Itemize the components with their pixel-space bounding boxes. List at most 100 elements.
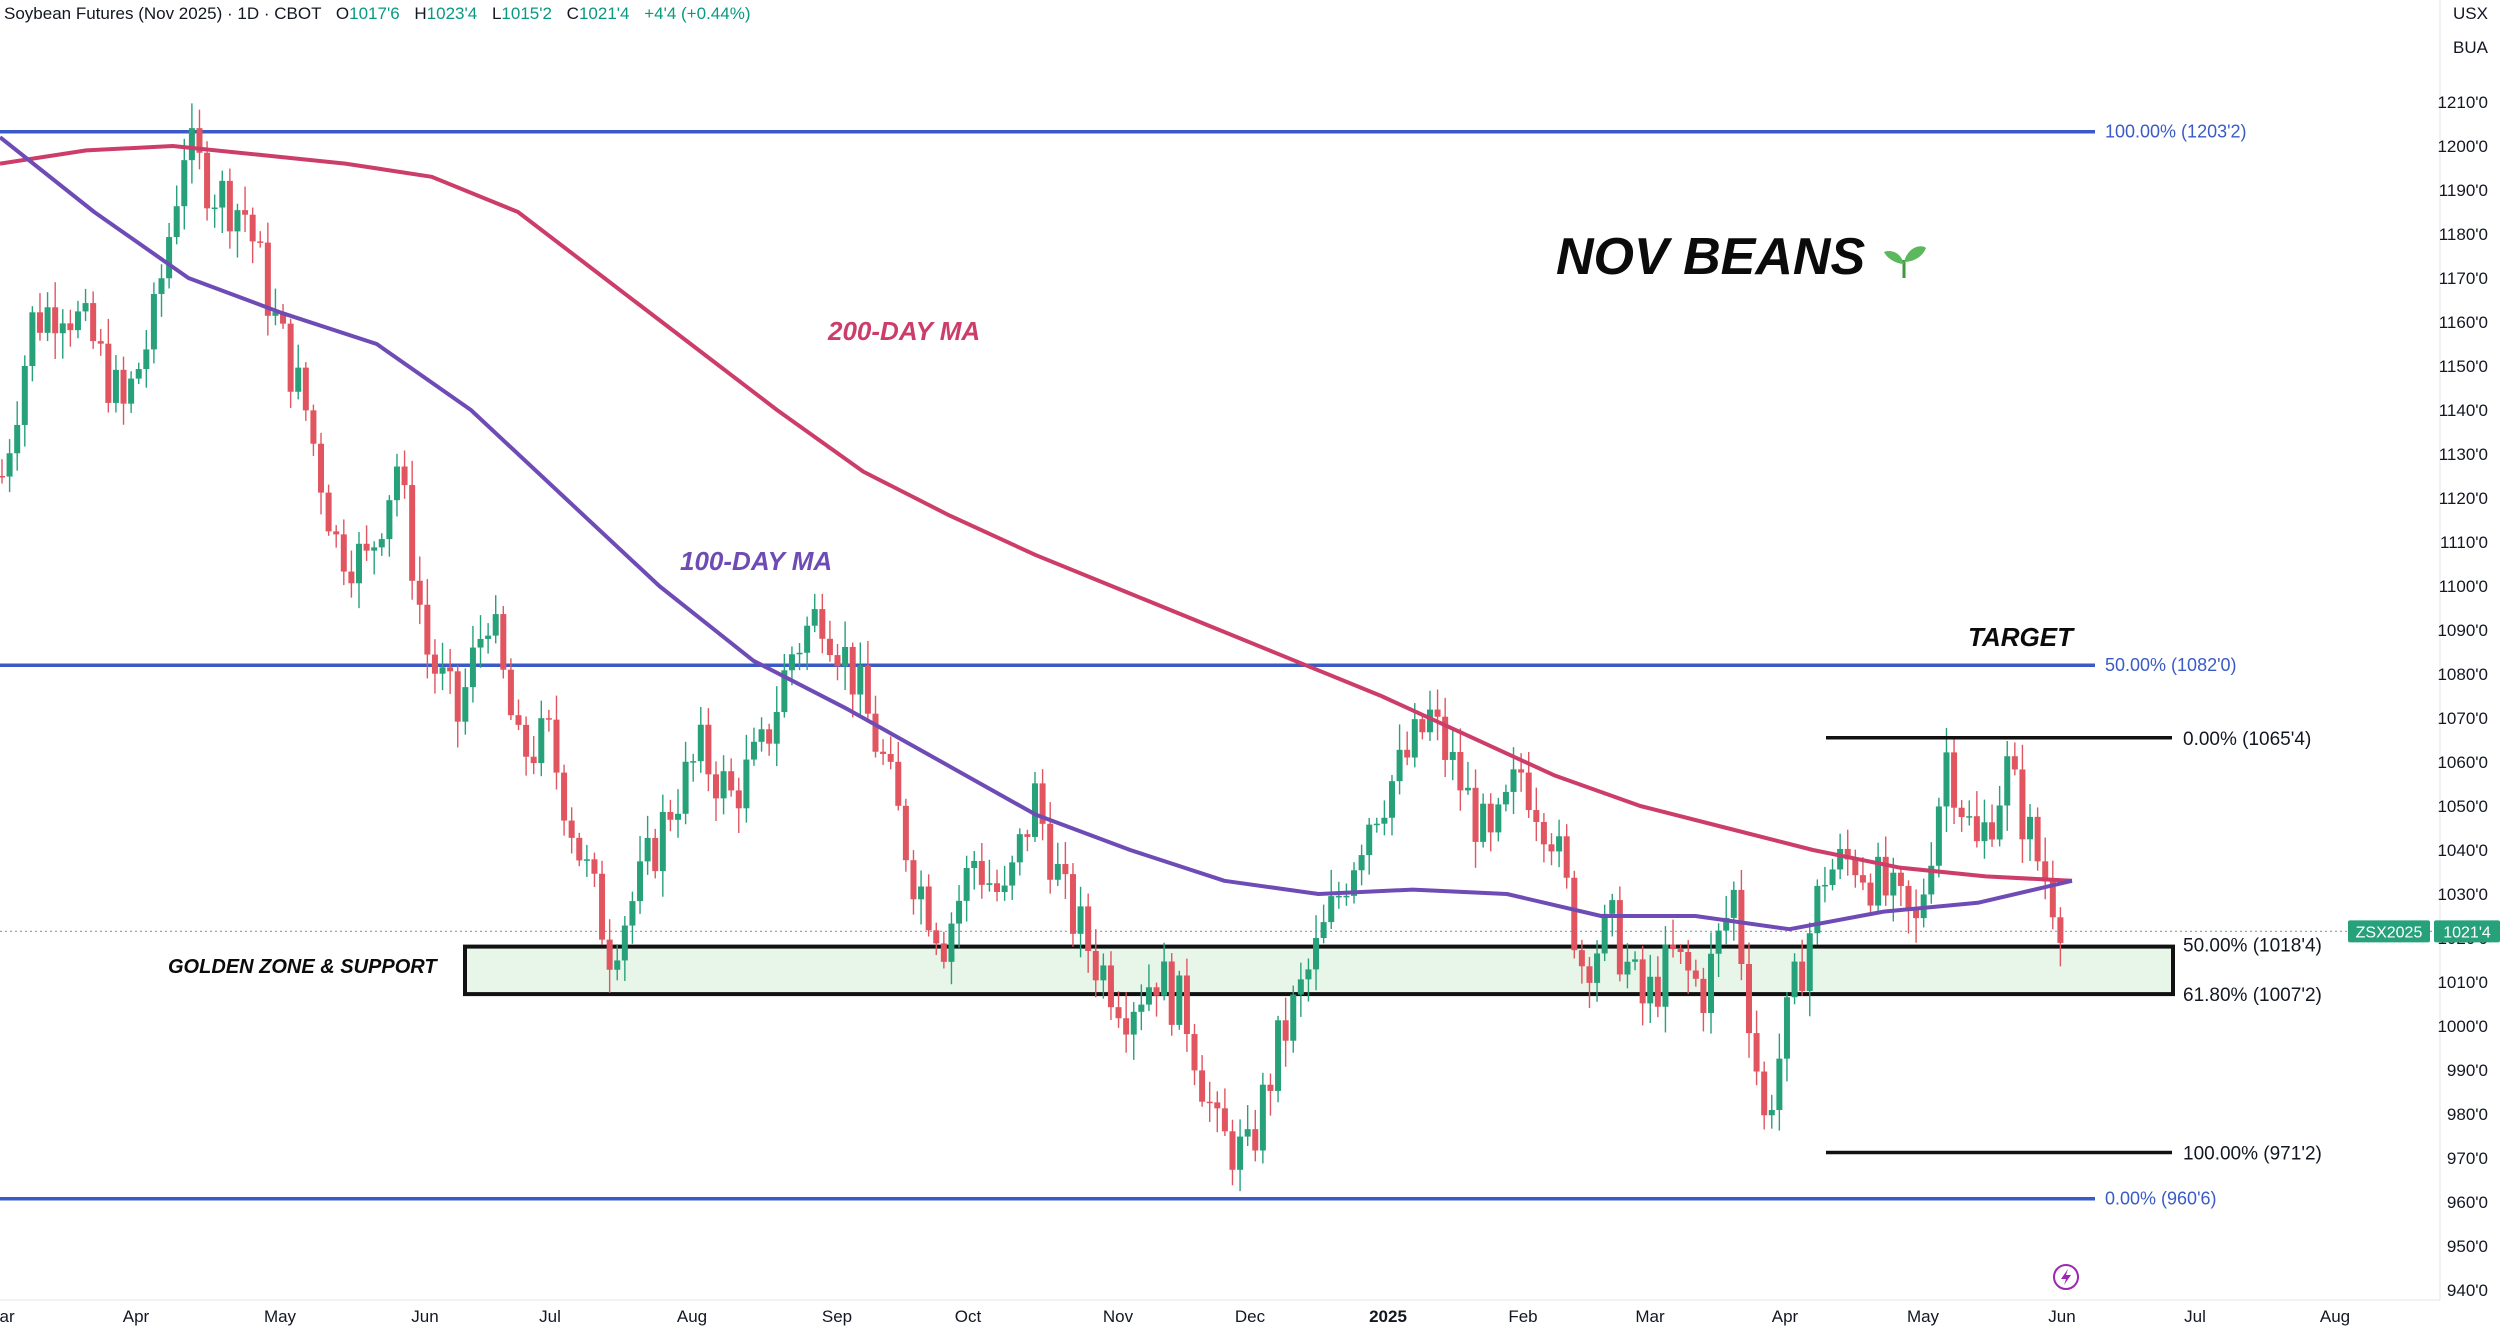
candle[interactable] <box>1935 797 1942 878</box>
time-axis-tick[interactable]: Feb <box>1508 1307 1537 1326</box>
price-axis-tick[interactable]: 1120'0 <box>2439 489 2488 508</box>
candle[interactable] <box>1951 738 1958 825</box>
candle[interactable] <box>1791 953 1798 1005</box>
candle[interactable] <box>112 355 119 413</box>
candle[interactable] <box>1404 731 1411 766</box>
candle[interactable] <box>1275 1015 1282 1103</box>
candle[interactable] <box>143 330 150 388</box>
candle[interactable] <box>1571 870 1578 959</box>
candle[interactable] <box>591 852 598 888</box>
ma100-line[interactable] <box>0 135 2073 932</box>
candle[interactable] <box>386 495 393 557</box>
time-axis-tick[interactable]: Apr <box>1772 1307 1799 1326</box>
ma200-line[interactable] <box>0 144 2073 883</box>
candle[interactable] <box>1875 842 1882 914</box>
candle[interactable] <box>1852 849 1859 888</box>
candle[interactable] <box>52 282 59 359</box>
candle[interactable] <box>2027 804 2034 861</box>
time-axis-tick[interactable]: Jun <box>2048 1307 2075 1326</box>
candle[interactable] <box>2049 860 2056 930</box>
candle[interactable] <box>1206 1081 1213 1123</box>
price-axis-tick[interactable]: 1200'0 <box>2437 137 2488 156</box>
candle[interactable] <box>1062 842 1069 899</box>
candle[interactable] <box>507 658 514 721</box>
candle[interactable] <box>1267 1073 1274 1116</box>
candle[interactable] <box>1905 880 1912 934</box>
candle[interactable] <box>1358 844 1365 886</box>
candle[interactable] <box>1897 865 1904 907</box>
candle[interactable] <box>1244 1105 1251 1147</box>
candle[interactable] <box>1670 919 1677 958</box>
candle[interactable] <box>1176 970 1183 1030</box>
candle[interactable] <box>14 401 21 471</box>
candle[interactable] <box>363 525 370 561</box>
candle[interactable] <box>963 855 970 922</box>
candle[interactable] <box>1077 886 1084 958</box>
price-axis-tick[interactable]: 1100'0 <box>2439 577 2488 596</box>
price-axis-tick[interactable]: 990'0 <box>2447 1061 2488 1080</box>
candle[interactable] <box>2042 837 2049 900</box>
price-axis-tick[interactable]: 1050'0 <box>2437 797 2488 816</box>
candle[interactable] <box>166 222 173 289</box>
candle[interactable] <box>401 450 408 499</box>
candle[interactable] <box>1297 962 1304 1017</box>
candle[interactable] <box>910 850 917 915</box>
candle[interactable] <box>819 593 826 654</box>
candle[interactable] <box>1601 904 1608 962</box>
candle[interactable] <box>295 344 302 400</box>
price-badge[interactable]: 1021'4 <box>2443 924 2491 941</box>
candle[interactable] <box>1958 800 1965 832</box>
candle[interactable] <box>1761 1061 1768 1130</box>
candle[interactable] <box>59 309 66 359</box>
price-axis-tick[interactable]: 1090'0 <box>2437 621 2488 640</box>
candle[interactable] <box>492 595 499 644</box>
candle[interactable] <box>226 168 233 249</box>
candle[interactable] <box>978 843 985 899</box>
candle[interactable] <box>439 642 446 691</box>
candle[interactable] <box>234 203 241 258</box>
candle[interactable] <box>1715 923 1722 977</box>
candle[interactable] <box>538 700 545 777</box>
candle[interactable] <box>1434 689 1441 741</box>
candle[interactable] <box>416 556 423 625</box>
candle[interactable] <box>842 621 849 690</box>
candle[interactable] <box>1214 1091 1221 1133</box>
unit-label[interactable]: BUA <box>2453 38 2488 57</box>
candle[interactable] <box>766 723 773 756</box>
candle[interactable] <box>523 716 530 776</box>
candle[interactable] <box>1252 1109 1259 1162</box>
candle[interactable] <box>1100 953 1107 999</box>
candle[interactable] <box>1320 904 1327 944</box>
candle[interactable] <box>1442 697 1449 778</box>
candle[interactable] <box>150 282 157 364</box>
candle[interactable] <box>1032 771 1038 842</box>
candle[interactable] <box>1183 958 1190 1052</box>
candle[interactable] <box>1464 761 1471 795</box>
candle[interactable] <box>1563 824 1570 889</box>
candle[interactable] <box>1259 1072 1266 1164</box>
candle[interactable] <box>781 653 788 718</box>
candle[interactable] <box>409 460 416 600</box>
candle[interactable] <box>1024 829 1031 852</box>
candle[interactable] <box>44 292 51 342</box>
currency-label[interactable]: USX <box>2453 4 2488 23</box>
candle[interactable] <box>2057 907 2064 967</box>
price-axis-tick[interactable]: 1110'0 <box>2440 533 2488 552</box>
candle[interactable] <box>530 736 537 775</box>
candle[interactable] <box>196 109 203 170</box>
price-axis-tick[interactable]: 980'0 <box>2447 1105 2488 1124</box>
candle[interactable] <box>2034 807 2041 871</box>
candle[interactable] <box>1009 855 1016 900</box>
candle[interactable] <box>1882 836 1889 906</box>
candle[interactable] <box>424 579 431 679</box>
candle[interactable] <box>1069 863 1076 947</box>
time-axis-tick[interactable]: May <box>264 1307 297 1326</box>
candle[interactable] <box>804 616 811 671</box>
candle[interactable] <box>515 699 522 731</box>
candle[interactable] <box>1685 940 1692 994</box>
candle[interactable] <box>1351 862 1358 904</box>
candle[interactable] <box>485 623 492 654</box>
candle[interactable] <box>697 706 704 773</box>
candle[interactable] <box>158 264 165 317</box>
